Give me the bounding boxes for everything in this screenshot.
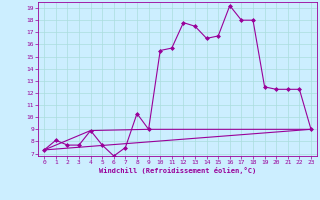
X-axis label: Windchill (Refroidissement éolien,°C): Windchill (Refroidissement éolien,°C) — [99, 167, 256, 174]
